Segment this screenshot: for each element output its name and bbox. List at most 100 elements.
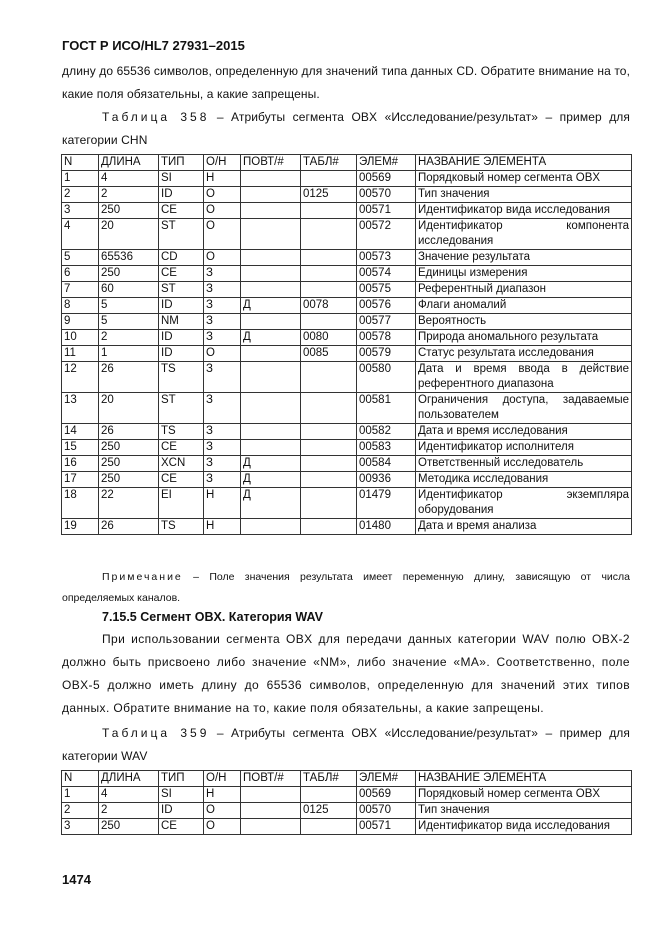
table-cell: 0125	[300, 802, 357, 819]
table-cell: Единицы измерения	[415, 265, 632, 282]
table-cell: 22	[98, 487, 159, 519]
table-cell	[240, 392, 301, 424]
table-cell: З	[203, 313, 241, 330]
table-cell: 4	[98, 786, 159, 803]
table-cell: 16	[61, 455, 99, 472]
table-cell	[240, 786, 301, 803]
table-cell: Д	[240, 329, 301, 346]
table-cell	[240, 170, 301, 187]
table-cell: 0078	[300, 297, 357, 314]
column-header: N	[61, 770, 99, 787]
column-header: ПОВТ/#	[240, 770, 301, 787]
header-row: N ДЛИНА ТИП О/Н ПОВТ/# ТАБЛ# ЭЛЕМ# НАЗВАНИЕ ЭЛЕ…	[61, 770, 632, 787]
table-cell: 2	[98, 802, 159, 819]
column-header: НАЗВАНИЕ ЭЛЕМЕНТА	[415, 770, 632, 787]
table-row: 18 22 EI Н Д 01479 Идентификатор экземпляра об…	[61, 487, 632, 519]
table-note: Примечание – Поле значения результата им…	[62, 567, 630, 609]
table-cell: 00582	[356, 423, 416, 440]
table-cell: 5	[98, 297, 159, 314]
table-cell: О	[203, 249, 241, 266]
table-cell: 250	[98, 202, 159, 219]
table-cell: 00573	[356, 249, 416, 266]
table-cell: Д	[240, 471, 301, 488]
table-cell: Идентификатор вида исследования	[415, 202, 632, 219]
table-cell: Идентификатор компонента исследования	[415, 218, 632, 250]
table-cell: 00577	[356, 313, 416, 330]
table-cell: 00936	[356, 471, 416, 488]
caption-label: Таблица 358	[102, 110, 210, 124]
table-cell: 3	[61, 818, 99, 835]
table-cell: CE	[158, 202, 204, 219]
table-cell: З	[203, 361, 241, 393]
table-cell: 0125	[300, 186, 357, 203]
table-cell: О	[203, 202, 241, 219]
table1-caption: Таблица 358 – Атрибуты сегмента OBX «Исс…	[62, 106, 630, 152]
table-cell: 5	[98, 313, 159, 330]
table-cell: 00583	[356, 439, 416, 456]
table-row: 5 65536 CD О 00573 Значение результата	[61, 249, 632, 266]
table-cell: Вероятность	[415, 313, 632, 330]
section-paragraph: При использовании сегмента OBX для перед…	[62, 632, 630, 715]
table-row: 10 2 ID З Д 0080 00578 Природа аномального резу…	[61, 329, 632, 346]
table-cell: 2	[61, 802, 99, 819]
table-row: 14 26 TS З 00582 Дата и время исследования	[61, 423, 632, 440]
table-cell: ST	[158, 392, 204, 424]
table-row: 3 250 CE О 00571 Идентификатор вида исследова…	[61, 202, 632, 219]
table-cell: 6	[61, 265, 99, 282]
table-row: 15 250 CE З 00583 Идентификатор исполнителя	[61, 439, 632, 456]
table-cell: XCN	[158, 455, 204, 472]
table-cell: 2	[61, 186, 99, 203]
table-cell: 00579	[356, 345, 416, 362]
column-header: ПОВТ/#	[240, 154, 301, 171]
table-cell: Природа аномального результата	[415, 329, 632, 346]
intro-paragraph: длину до 65536 символов, определенную дл…	[62, 64, 630, 101]
table-cell: Дата и время анализа	[415, 518, 632, 535]
table-cell: CE	[158, 439, 204, 456]
table-row: 2 2 ID О 0125 00570 Тип значения	[61, 802, 632, 819]
table-cell: Идентификатор исполнителя	[415, 439, 632, 456]
table-cell: ID	[158, 297, 204, 314]
table-cell: З	[203, 423, 241, 440]
column-header: ТАБЛ#	[300, 770, 357, 787]
table-cell: 8	[61, 297, 99, 314]
table-row: 3 250 CE О 00571 Идентификатор вида исследова…	[61, 818, 632, 835]
table-cell: TS	[158, 518, 204, 535]
column-header: N	[61, 154, 99, 171]
table-cell: 00572	[356, 218, 416, 250]
table-cell: NM	[158, 313, 204, 330]
table-cell: CE	[158, 471, 204, 488]
table-cell: 00584	[356, 455, 416, 472]
table-cell	[240, 818, 301, 835]
table-cell: 9	[61, 313, 99, 330]
table-cell: О	[203, 218, 241, 250]
table-cell	[240, 313, 301, 330]
table-cell	[300, 439, 357, 456]
table-cell	[240, 802, 301, 819]
table-cell	[300, 249, 357, 266]
table-cell: 2	[98, 186, 159, 203]
table-cell: З	[203, 455, 241, 472]
table-cell: 00576	[356, 297, 416, 314]
table-cell: Д	[240, 487, 301, 519]
table-cell: EI	[158, 487, 204, 519]
caption-text: – Атрибуты сегмента OBX «Исследование/ре…	[62, 726, 630, 763]
table-cell: О	[203, 818, 241, 835]
table-cell: 26	[98, 423, 159, 440]
table-cell: О	[203, 802, 241, 819]
table-cell: Идентификатор экземпляра оборудования	[415, 487, 632, 519]
table-cell: 18	[61, 487, 99, 519]
table-cell: 00571	[356, 818, 416, 835]
page-number: 1474	[62, 872, 91, 887]
table-cell	[240, 249, 301, 266]
table-row: 6 250 CE З 00574 Единицы измерения	[61, 265, 632, 282]
table-cell: 26	[98, 518, 159, 535]
table-row: 19 26 TS Н 01480 Дата и время анализа	[61, 518, 632, 535]
table-cell: 250	[98, 818, 159, 835]
table-cell: 00574	[356, 265, 416, 282]
table-row: 11 1 ID О 0085 00579 Статус результата исследо…	[61, 345, 632, 362]
table-cell: 2	[98, 329, 159, 346]
table-row: 16 250 XCN З Д 00584 Ответственный исследовате…	[61, 455, 632, 472]
column-header: ТИП	[158, 154, 204, 171]
table-cell: 01480	[356, 518, 416, 535]
caption-label: Таблица 359	[102, 726, 210, 740]
